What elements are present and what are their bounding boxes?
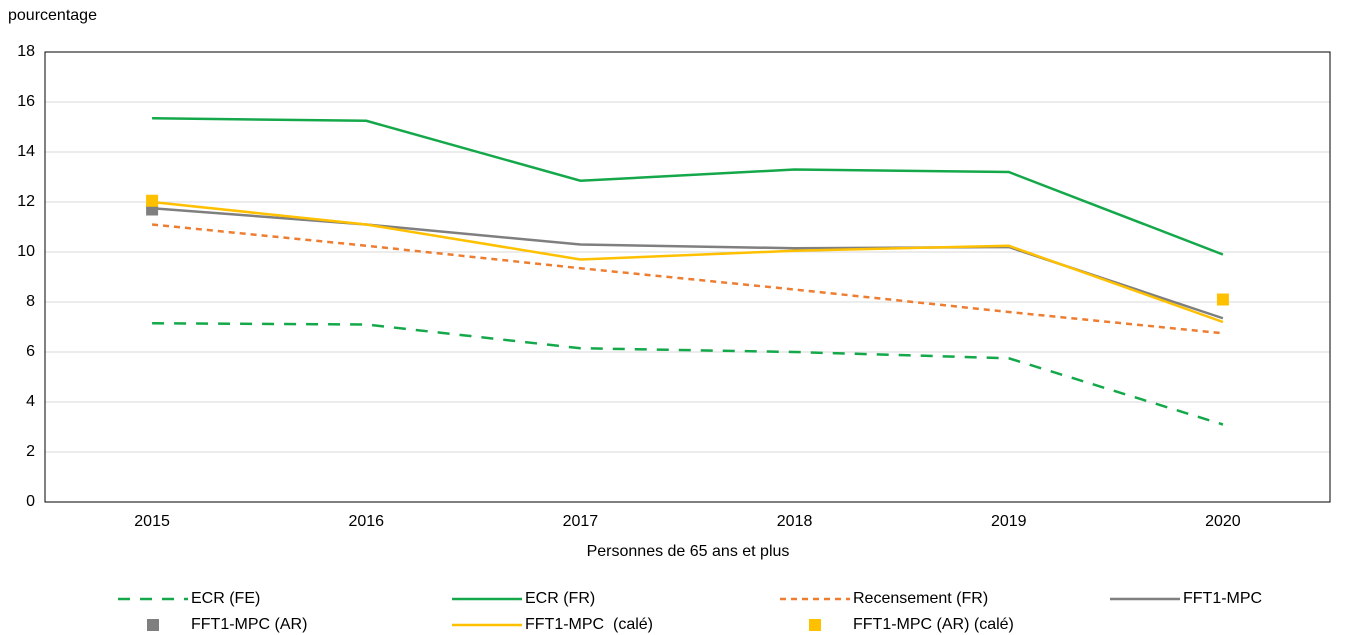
x-tick-label: 2019 (991, 513, 1027, 530)
y-tick-label: 16 (17, 93, 35, 110)
y-tick-label: 12 (17, 193, 35, 210)
y-tick-label: 18 (17, 43, 35, 60)
marker (1216, 293, 1229, 306)
y-tick-label: 4 (26, 393, 35, 410)
legend-symbol (809, 619, 821, 631)
y-tick-label: 0 (26, 493, 35, 510)
series-line (151, 200, 1224, 324)
x-axis-label: Personnes de 65 ans et plus (587, 543, 790, 560)
legend-symbol (147, 619, 159, 631)
x-tick-label: 2018 (777, 513, 813, 530)
legend-label: Recensement (FR) (853, 590, 988, 607)
y-tick-label: 10 (17, 243, 35, 260)
y-tick-label: 6 (26, 343, 35, 360)
y-tick-label: 2 (26, 443, 35, 460)
marker (146, 194, 159, 207)
legend-label: FFT1-MPC (1183, 590, 1262, 607)
x-tick-label: 2015 (134, 513, 170, 530)
legend-label: FFT1-MPC (AR) (191, 616, 307, 633)
y-axis-label: pourcentage (8, 7, 97, 24)
y-tick-label: 8 (26, 293, 35, 310)
series-line (151, 223, 1224, 335)
series-line (152, 322, 1224, 426)
legend-label: FFT1-MPC (calé) (525, 616, 653, 633)
series-line (152, 117, 1224, 256)
legend-label: FFT1-MPC (AR) (calé) (853, 616, 1014, 633)
x-tick-label: 2020 (1205, 513, 1241, 530)
x-tick-label: 2017 (563, 513, 599, 530)
x-tick-label: 2016 (348, 513, 384, 530)
legend-label: ECR (FR) (525, 590, 595, 607)
legend-label: ECR (FE) (191, 590, 260, 607)
plot-frame (44, 51, 1331, 503)
y-tick-label: 14 (17, 143, 35, 160)
